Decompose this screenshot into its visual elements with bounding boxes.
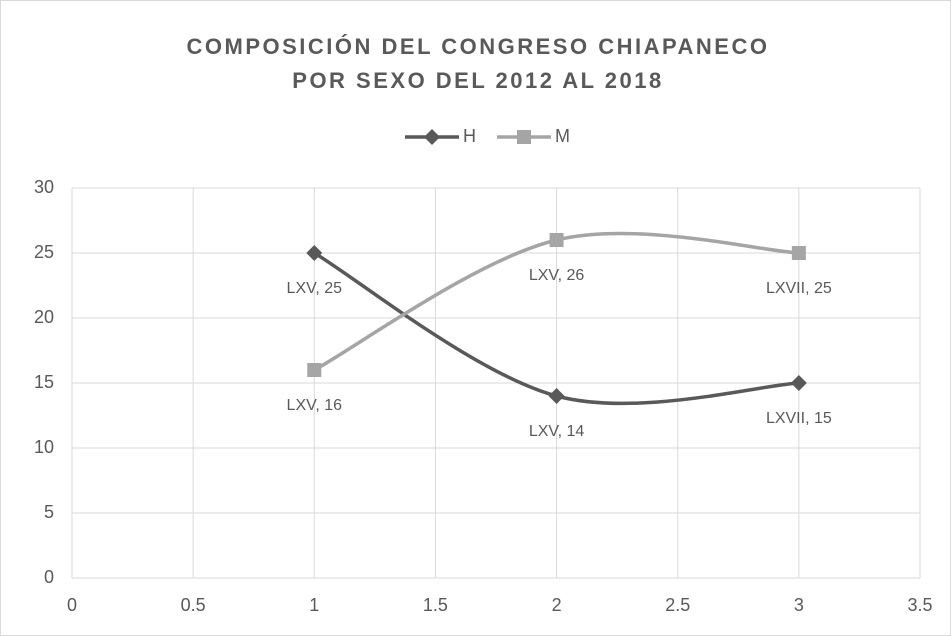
y-tick-label: 5 (44, 502, 54, 522)
marker (791, 246, 806, 260)
x-tick-label: 3.5 (907, 595, 932, 615)
data-label: LXV, 26 (529, 267, 585, 284)
x-tick-label: 3 (794, 595, 804, 615)
x-tick-label: 1 (309, 595, 319, 615)
y-tick-label: 10 (34, 437, 54, 457)
legend-marker (424, 129, 440, 145)
marker (549, 233, 564, 247)
data-label: LXV, 25 (287, 280, 343, 297)
data-label: LXVII, 25 (766, 280, 832, 297)
chart-title: COMPOSICIÓN DEL CONGRESO CHIAPANECO (187, 34, 770, 59)
x-tick-label: 1.5 (423, 595, 448, 615)
marker (307, 363, 322, 377)
x-tick-label: 0.5 (181, 595, 206, 615)
y-tick-label: 0 (44, 567, 54, 587)
x-tick-label: 2.5 (665, 595, 690, 615)
data-label: LXV, 14 (529, 423, 585, 440)
x-tick-label: 0 (67, 595, 77, 615)
y-tick-label: 25 (34, 242, 54, 262)
chart-title: POR SEXO DEL 2012 AL 2018 (292, 68, 663, 93)
legend-marker (517, 130, 531, 144)
marker (548, 388, 565, 404)
y-tick-label: 30 (34, 177, 54, 197)
data-label: LXV, 16 (287, 397, 343, 414)
data-label: LXVII, 15 (766, 410, 832, 427)
legend-label: H (463, 126, 476, 146)
marker (790, 375, 807, 391)
legend-label: M (555, 126, 570, 146)
x-tick-label: 2 (552, 595, 562, 615)
y-tick-label: 20 (34, 307, 54, 327)
y-tick-label: 15 (34, 372, 54, 392)
marker (306, 245, 323, 261)
